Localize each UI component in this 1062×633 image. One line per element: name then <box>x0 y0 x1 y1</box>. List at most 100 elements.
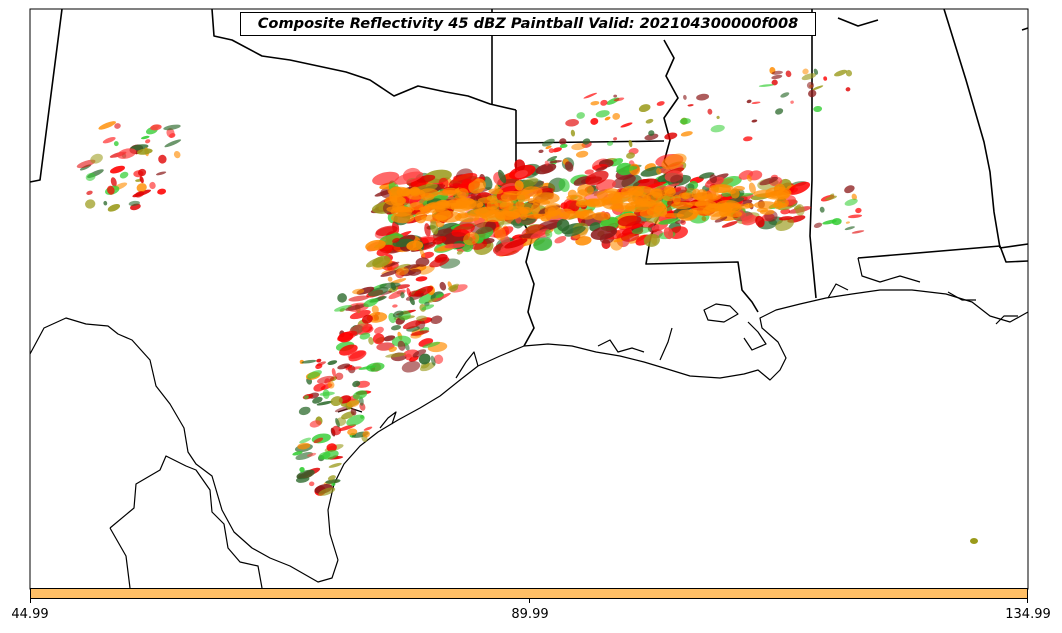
reflectivity-blob <box>402 320 422 330</box>
reflectivity-blob <box>388 289 406 300</box>
reflectivity-blob <box>119 171 129 179</box>
reflectivity-blob <box>337 363 351 370</box>
reflectivity-blob <box>363 298 379 308</box>
reflectivity-blob <box>486 195 498 202</box>
reflectivity-blob <box>386 205 412 213</box>
reflectivity-blob <box>107 203 121 212</box>
reflectivity-blob <box>299 466 305 473</box>
reflectivity-blob <box>380 270 399 277</box>
reflectivity-blob <box>361 314 373 324</box>
reflectivity-blob <box>313 437 324 444</box>
reflectivity-blob <box>645 118 654 124</box>
reflectivity-blob <box>765 186 792 199</box>
reflectivity-blob <box>600 99 608 106</box>
reflectivity-blob <box>362 430 370 438</box>
reflectivity-blob <box>502 191 531 195</box>
reflectivity-blob <box>309 420 322 428</box>
reflectivity-blob <box>670 174 683 185</box>
reflectivity-blob <box>438 177 449 189</box>
reflectivity-blob <box>345 366 362 371</box>
reflectivity-blob <box>408 290 422 297</box>
reflectivity-blob <box>470 221 496 235</box>
reflectivity-blob <box>298 406 311 416</box>
reflectivity-blob <box>530 228 550 239</box>
reflectivity-blob <box>658 218 681 225</box>
reflectivity-blob <box>406 240 424 251</box>
reflectivity-blob <box>631 226 652 235</box>
reflectivity-blob <box>845 221 850 224</box>
reflectivity-blob <box>663 186 676 195</box>
reflectivity-blob <box>514 170 528 179</box>
reflectivity-blob <box>576 112 585 119</box>
reflectivity-blob <box>424 223 431 237</box>
reflectivity-blob <box>855 207 862 214</box>
reflectivity-blob <box>331 482 336 487</box>
reflectivity-blob <box>327 381 335 389</box>
reflectivity-blob <box>136 148 153 155</box>
reflectivity-blob <box>714 216 728 223</box>
reflectivity-blob <box>415 257 430 267</box>
reflectivity-blob <box>575 200 589 208</box>
reflectivity-blob <box>644 133 659 141</box>
reflectivity-blob <box>679 118 691 125</box>
reflectivity-blob <box>437 190 463 196</box>
reflectivity-blob <box>554 236 567 244</box>
reflectivity-blob <box>613 137 618 141</box>
reflectivity-blob <box>383 261 400 268</box>
reflectivity-blob <box>157 188 167 195</box>
reflectivity-blob <box>427 297 439 303</box>
reflectivity-blob <box>488 188 504 195</box>
reflectivity-blob <box>604 116 611 121</box>
reflectivity-blob <box>352 380 361 388</box>
reflectivity-blob <box>582 138 591 145</box>
reflectivity-blob <box>844 198 858 206</box>
reflectivity-blob <box>624 166 638 171</box>
reflectivity-blob <box>590 117 599 125</box>
reflectivity-blob <box>393 171 424 185</box>
reflectivity-blob <box>85 172 96 181</box>
reflectivity-blob <box>409 296 415 306</box>
reflectivity-blob <box>607 192 631 199</box>
reflectivity-blob <box>549 160 563 164</box>
reflectivity-blob <box>173 150 181 159</box>
reflectivity-blob <box>753 201 778 210</box>
reflectivity-blob <box>771 79 778 86</box>
reflectivity-blob <box>318 487 336 496</box>
reflectivity-blob <box>375 225 398 236</box>
reflectivity-blob <box>473 207 496 216</box>
reflectivity-blob <box>778 216 793 221</box>
reflectivity-blob <box>316 400 333 406</box>
reflectivity-blob <box>421 304 435 311</box>
reflectivity-blob <box>790 100 794 104</box>
reflectivity-blob <box>626 152 635 159</box>
reflectivity-blob <box>325 479 341 484</box>
map-title: Composite Reflectivity 45 dBZ Paintball … <box>240 12 816 36</box>
reflectivity-blob <box>117 148 137 159</box>
reflectivity-blob <box>303 395 309 400</box>
reflectivity-blob <box>454 195 466 200</box>
colorbar-tick-max <box>1027 599 1028 603</box>
reflectivity-blob <box>412 349 427 358</box>
reflectivity-blob <box>802 68 809 75</box>
reflectivity-blob <box>564 226 586 237</box>
reflectivity-blob <box>292 451 303 456</box>
reflectivity-blob <box>113 141 119 147</box>
reflectivity-blob <box>701 216 707 222</box>
reflectivity-blob <box>440 200 465 207</box>
reflectivity-blob <box>659 213 685 218</box>
reflectivity-blob <box>808 89 817 98</box>
reflectivity-blob <box>309 481 315 487</box>
reflectivity-blob <box>321 450 339 460</box>
reflectivity-blob <box>566 194 583 201</box>
reflectivity-blob <box>758 84 774 87</box>
reflectivity-blob <box>150 124 162 131</box>
reflectivity-blob <box>347 428 358 436</box>
reflectivity-blob <box>388 346 397 353</box>
reflectivity-blob <box>716 115 720 119</box>
colorbar <box>30 588 1028 599</box>
reflectivity-blob <box>544 160 549 166</box>
reflectivity-blob <box>429 256 450 268</box>
reflectivity-blob <box>136 183 147 193</box>
reflectivity-blob <box>444 243 466 249</box>
reflectivity-blob <box>335 417 340 428</box>
